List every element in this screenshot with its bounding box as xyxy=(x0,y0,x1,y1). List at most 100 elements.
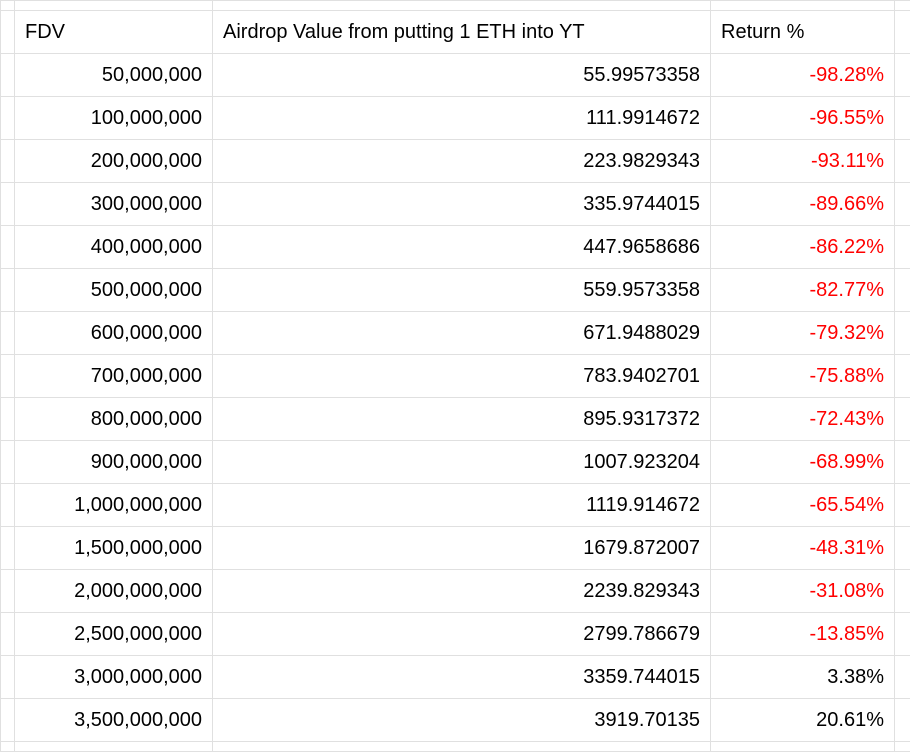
tail-cell xyxy=(895,484,910,527)
cell-return[interactable]: -65.54% xyxy=(711,484,895,527)
tail-cell xyxy=(895,97,910,140)
table-row: 300,000,000335.9744015-89.66% xyxy=(1,183,910,226)
stub-cell xyxy=(1,312,15,355)
tail-cell xyxy=(895,527,910,570)
table-row: 700,000,000783.9402701-75.88% xyxy=(1,355,910,398)
table-row: 500,000,000559.9573358-82.77% xyxy=(1,269,910,312)
cell-fdv[interactable]: 1,000,000,000 xyxy=(15,484,213,527)
cell-return[interactable]: -48.31% xyxy=(711,527,895,570)
cell-fdv[interactable]: 3,000,000,000 xyxy=(15,656,213,699)
tail-cell xyxy=(895,441,910,484)
cell-fdv[interactable]: 700,000,000 xyxy=(15,355,213,398)
cell-return[interactable]: -31.08% xyxy=(711,570,895,613)
cell-fdv[interactable]: 800,000,000 xyxy=(15,398,213,441)
table-row: 1,000,000,0001119.914672-65.54% xyxy=(1,484,910,527)
stub-cell xyxy=(1,226,15,269)
stub-cell xyxy=(1,398,15,441)
tail-cell xyxy=(895,656,910,699)
stub-cell xyxy=(1,441,15,484)
stub-cell xyxy=(1,527,15,570)
cell-airdrop[interactable]: 223.9829343 xyxy=(213,140,711,183)
cell-fdv[interactable]: 900,000,000 xyxy=(15,441,213,484)
tail-cell xyxy=(895,269,910,312)
fdv-return-table: FDV Airdrop Value from putting 1 ETH int… xyxy=(0,0,910,752)
cell-return[interactable]: -13.85% xyxy=(711,613,895,656)
tail-cell xyxy=(895,183,910,226)
cell-airdrop[interactable]: 447.9658686 xyxy=(213,226,711,269)
tail-cell xyxy=(895,613,910,656)
cell-airdrop[interactable]: 3919.70135 xyxy=(213,699,711,742)
table-row: 400,000,000447.9658686-86.22% xyxy=(1,226,910,269)
cell-fdv[interactable]: 600,000,000 xyxy=(15,312,213,355)
header-fdv[interactable]: FDV xyxy=(15,11,213,54)
cell-airdrop[interactable]: 335.9744015 xyxy=(213,183,711,226)
cell-fdv[interactable]: 200,000,000 xyxy=(15,140,213,183)
cell-return[interactable]: -86.22% xyxy=(711,226,895,269)
cell-fdv[interactable]: 300,000,000 xyxy=(15,183,213,226)
cell-return[interactable]: -98.28% xyxy=(711,54,895,97)
table-row: 200,000,000223.9829343-93.11% xyxy=(1,140,910,183)
cell-return[interactable]: -93.11% xyxy=(711,140,895,183)
cell-fdv[interactable]: 1,500,000,000 xyxy=(15,527,213,570)
cell-return[interactable]: 20.61% xyxy=(711,699,895,742)
tail-cell xyxy=(895,398,910,441)
stub-cell xyxy=(1,11,15,54)
table-row: 800,000,000895.9317372-72.43% xyxy=(1,398,910,441)
tail-cell xyxy=(895,699,910,742)
table-row: 2,000,000,0002239.829343-31.08% xyxy=(1,570,910,613)
cell-airdrop[interactable]: 1679.872007 xyxy=(213,527,711,570)
cell-airdrop[interactable]: 3359.744015 xyxy=(213,656,711,699)
cell-return[interactable]: -82.77% xyxy=(711,269,895,312)
stub-cell xyxy=(1,183,15,226)
cell-fdv[interactable]: 2,500,000,000 xyxy=(15,613,213,656)
table-header-row: FDV Airdrop Value from putting 1 ETH int… xyxy=(1,11,910,54)
cell-fdv[interactable]: 100,000,000 xyxy=(15,97,213,140)
stub-cell xyxy=(1,699,15,742)
table-row: 100,000,000111.9914672-96.55% xyxy=(1,97,910,140)
spacer-row xyxy=(1,742,910,752)
stub-cell xyxy=(1,613,15,656)
table-row: 900,000,0001007.923204-68.99% xyxy=(1,441,910,484)
cell-return[interactable]: -72.43% xyxy=(711,398,895,441)
tail-cell xyxy=(895,570,910,613)
table-row: 1,500,000,0001679.872007-48.31% xyxy=(1,527,910,570)
cell-airdrop[interactable]: 1119.914672 xyxy=(213,484,711,527)
table-row: 3,000,000,0003359.7440153.38% xyxy=(1,656,910,699)
table-row: 2,500,000,0002799.786679-13.85% xyxy=(1,613,910,656)
cell-airdrop[interactable]: 559.9573358 xyxy=(213,269,711,312)
cell-airdrop[interactable]: 2239.829343 xyxy=(213,570,711,613)
cell-return[interactable]: -75.88% xyxy=(711,355,895,398)
cell-airdrop[interactable]: 55.99573358 xyxy=(213,54,711,97)
tail-cell xyxy=(895,312,910,355)
table-row: 50,000,00055.99573358-98.28% xyxy=(1,54,910,97)
cell-fdv[interactable]: 400,000,000 xyxy=(15,226,213,269)
header-return[interactable]: Return % xyxy=(711,11,895,54)
cell-return[interactable]: -68.99% xyxy=(711,441,895,484)
tail-cell xyxy=(895,11,910,54)
cell-return[interactable]: -79.32% xyxy=(711,312,895,355)
cell-airdrop[interactable]: 111.9914672 xyxy=(213,97,711,140)
tail-cell xyxy=(895,355,910,398)
cell-fdv[interactable]: 500,000,000 xyxy=(15,269,213,312)
tail-cell xyxy=(895,54,910,97)
cell-return[interactable]: -89.66% xyxy=(711,183,895,226)
stub-cell xyxy=(1,269,15,312)
cell-airdrop[interactable]: 1007.923204 xyxy=(213,441,711,484)
spacer-row xyxy=(1,1,910,11)
cell-airdrop[interactable]: 2799.786679 xyxy=(213,613,711,656)
stub-cell xyxy=(1,656,15,699)
stub-cell xyxy=(1,140,15,183)
header-airdrop[interactable]: Airdrop Value from putting 1 ETH into YT xyxy=(213,11,711,54)
cell-return[interactable]: -96.55% xyxy=(711,97,895,140)
cell-airdrop[interactable]: 783.9402701 xyxy=(213,355,711,398)
cell-airdrop[interactable]: 671.9488029 xyxy=(213,312,711,355)
cell-fdv[interactable]: 50,000,000 xyxy=(15,54,213,97)
cell-fdv[interactable]: 2,000,000,000 xyxy=(15,570,213,613)
stub-cell xyxy=(1,570,15,613)
stub-cell xyxy=(1,54,15,97)
table-row: 600,000,000671.9488029-79.32% xyxy=(1,312,910,355)
cell-fdv[interactable]: 3,500,000,000 xyxy=(15,699,213,742)
stub-cell xyxy=(1,97,15,140)
cell-airdrop[interactable]: 895.9317372 xyxy=(213,398,711,441)
cell-return[interactable]: 3.38% xyxy=(711,656,895,699)
